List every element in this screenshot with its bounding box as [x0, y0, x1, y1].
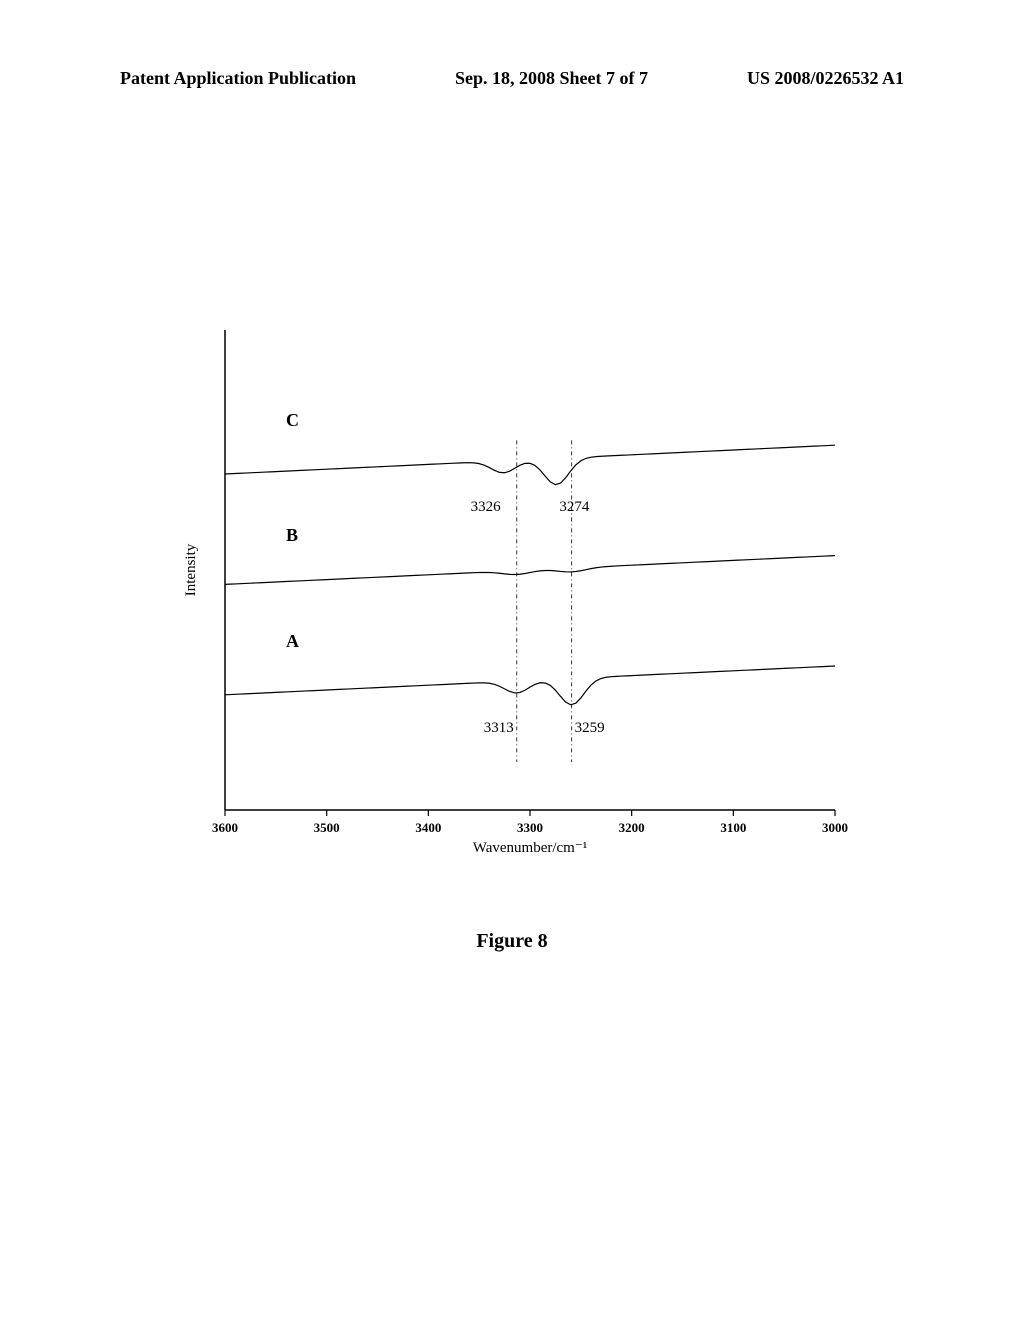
- svg-text:3600: 3600: [212, 820, 238, 835]
- svg-text:3500: 3500: [314, 820, 340, 835]
- svg-text:3274: 3274: [559, 499, 590, 515]
- spectrum-chart: 3600 3500 3400 3300 3200 3100 3000 Wavenumber/c…: [175, 320, 855, 880]
- svg-text:C: C: [286, 410, 299, 430]
- svg-text:3000: 3000: [822, 820, 848, 835]
- header-left: Patent Application Publication: [120, 68, 356, 89]
- svg-text:A: A: [286, 631, 299, 651]
- chart-container: 3600 3500 3400 3300 3200 3100 3000 Wavenumber/c…: [175, 320, 855, 880]
- svg-text:Wavenumber/cm⁻¹: Wavenumber/cm⁻¹: [473, 840, 588, 856]
- svg-text:3400: 3400: [415, 820, 441, 835]
- svg-text:3100: 3100: [720, 820, 746, 835]
- svg-text:Intensity: Intensity: [183, 543, 199, 596]
- header-center: Sep. 18, 2008 Sheet 7 of 7: [455, 68, 648, 89]
- svg-text:3326: 3326: [471, 499, 502, 515]
- page-header: Patent Application Publication Sep. 18, …: [0, 68, 1024, 89]
- svg-text:3300: 3300: [517, 820, 543, 835]
- svg-text:3259: 3259: [575, 720, 605, 736]
- header-right: US 2008/0226532 A1: [747, 68, 904, 89]
- svg-text:3313: 3313: [484, 720, 514, 736]
- figure-caption: Figure 8: [0, 930, 1024, 953]
- svg-text:B: B: [286, 525, 298, 545]
- svg-text:3200: 3200: [619, 820, 645, 835]
